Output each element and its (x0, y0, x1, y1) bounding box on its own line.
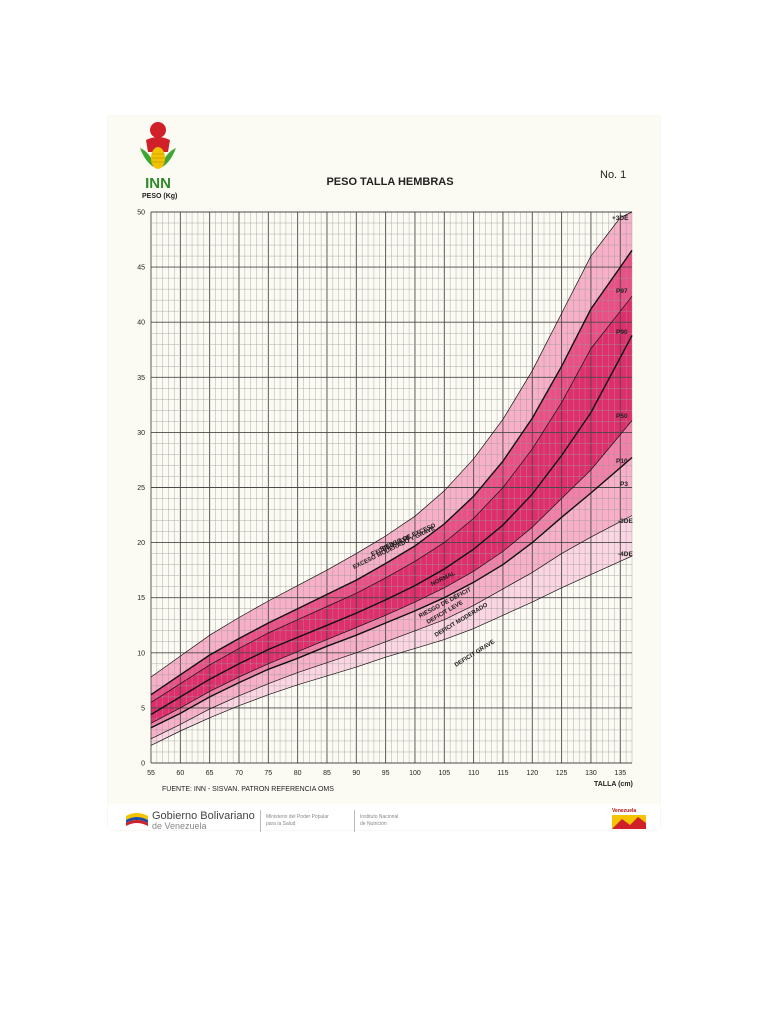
curve-label: P50 (616, 413, 628, 420)
y-tick-label: 45 (137, 265, 145, 272)
y-tick-label: 10 (137, 650, 145, 657)
y-tick-label: 35 (137, 375, 145, 382)
government-line1: Gobierno Bolivariano (152, 810, 255, 822)
series-line-p50 (150, 335, 633, 716)
institute-line2: de Nutrición (360, 821, 387, 827)
zone-label: DEFICIT GRAVE (454, 639, 496, 668)
series-line-p3 (150, 456, 633, 729)
band-normal-upper (151, 296, 632, 715)
footer-bar (108, 804, 660, 830)
x-tick-label: 65 (206, 770, 214, 777)
venezuela-flag-icon (126, 813, 148, 826)
x-tick-label: 120 (526, 770, 538, 777)
series-line-minus4de (150, 555, 633, 746)
institute-line1: Instituto Nacional (360, 814, 399, 820)
percentile-curves (150, 211, 633, 746)
series-line-plus3de (150, 211, 633, 678)
curve-label: +3DE (612, 215, 629, 222)
footer-divider (260, 810, 261, 832)
band-deficit-grave (151, 515, 632, 746)
inn-logo: INN (140, 122, 176, 192)
x-tick-label: 70 (235, 770, 243, 777)
y-tick-label: 30 (137, 430, 145, 437)
venezuela-badge-icon (612, 815, 646, 829)
series-line-p90 (150, 295, 633, 703)
y-axis-label: PESO (Kg) (142, 193, 178, 200)
x-tick-label: 55 (147, 770, 155, 777)
y-tick-label: 0 (141, 761, 145, 768)
x-tick-label: 130 (585, 770, 597, 777)
x-tick-label: 110 (468, 770, 479, 777)
x-tick-label: 85 (323, 770, 331, 777)
x-tick-label: 95 (382, 770, 390, 777)
y-tick-label: 15 (137, 595, 145, 602)
chart-title: PESO TALLA HEMBRAS (326, 176, 454, 188)
y-tick-label: 5 (141, 705, 145, 712)
ministry-line2: para la Salud (266, 821, 296, 827)
y-tick-label: 40 (137, 320, 145, 327)
y-tick-label: 50 (137, 210, 145, 217)
logo-text: INN (145, 175, 171, 192)
x-tick-label: 60 (176, 770, 184, 777)
y-tick-label: 20 (137, 540, 145, 547)
x-tick-label: 90 (352, 770, 360, 777)
government-line2: de Venezuela (152, 821, 207, 831)
government-name: Gobierno Bolivariano (152, 810, 255, 822)
x-tick-label: 75 (264, 770, 272, 777)
x-tick-label: 125 (556, 770, 568, 777)
curve-label: P10 (616, 458, 628, 465)
x-tick-label: 135 (614, 770, 626, 777)
curve-label: P3 (620, 481, 628, 488)
footer-divider (354, 810, 355, 832)
series-line-minus3de (150, 515, 633, 740)
source-note: FUENTE: INN - SISVAN. PATRON REFERENCIA … (162, 786, 334, 793)
x-tick-label: 115 (497, 770, 508, 777)
curve-label: -4DE (618, 551, 633, 558)
axis-ticks: 55 60 65 70 75 80 85 90 95 100 105 110 115 120 125 130 1… (137, 210, 626, 778)
chart-grid (150, 211, 633, 764)
x-tick-label: 80 (294, 770, 302, 777)
country-badge: Venezuela (612, 808, 637, 814)
curve-label: P90 (616, 329, 628, 336)
band-exceso (151, 212, 632, 695)
curve-label: -3DE (618, 518, 633, 525)
y-tick-label: 25 (137, 485, 145, 492)
series-line-p97 (150, 249, 633, 696)
ministry-line1: Ministerio del Poder Popular (266, 814, 329, 820)
curve-labels: +3DE P97 P90 P50 P10 P3 -3DE -4DE (612, 215, 633, 558)
x-axis-label: TALLA (cm) (594, 781, 633, 788)
curve-label: P97 (616, 288, 628, 295)
x-tick-label: 100 (409, 770, 421, 777)
sheet-number: No. 1 (600, 169, 627, 181)
series-line-p10 (150, 420, 633, 724)
x-tick-label: 105 (438, 770, 450, 777)
